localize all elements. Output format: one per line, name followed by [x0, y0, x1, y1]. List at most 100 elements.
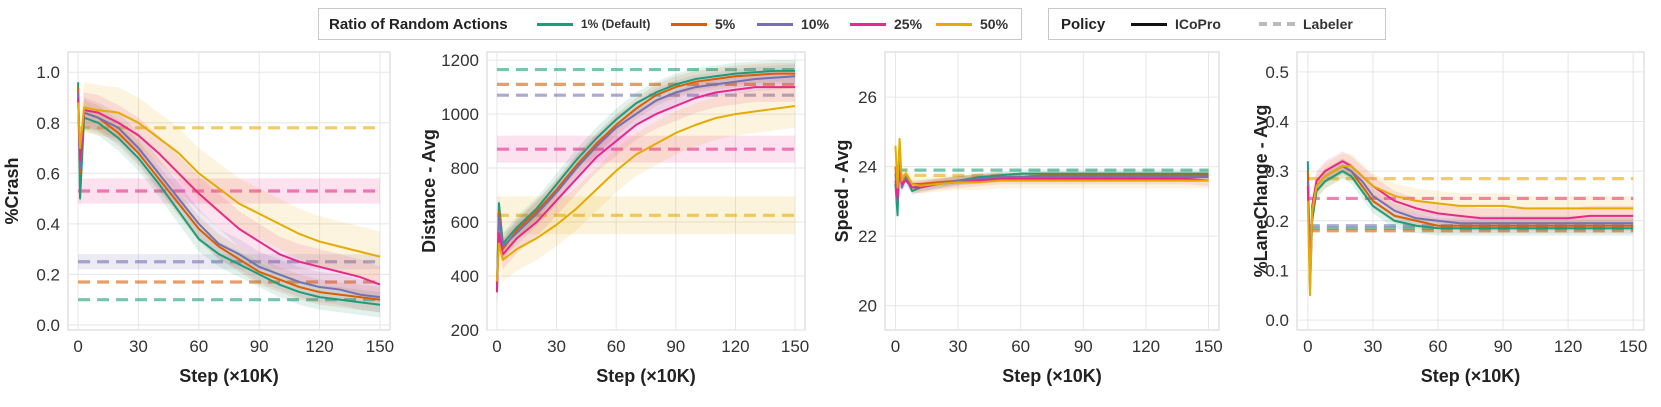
chart2-ytick-label-0: 20 — [858, 297, 877, 316]
chart3-series-band-50 — [1307, 153, 1634, 308]
chart-lanechange: 0 30 60 90 120 150 0.0 0.1 0.2 0.3 0.4 0.5 Step (×10… — [1251, 51, 1647, 386]
chart3-ytick-label-5: 0.5 — [1265, 63, 1289, 82]
chart-distance: 0 30 60 90 120 150 200 400 600 800 1000 1200 Step (×… — [419, 51, 809, 386]
chart0-series-line-25 — [77, 97, 381, 286]
chart0-series-line-10 — [77, 92, 381, 299]
chart2-series-band-25 — [895, 161, 1209, 204]
chart0-ylabel: %Crash — [2, 157, 22, 224]
chart3-marks — [1306, 151, 1634, 308]
chart1-xtick-label-2: 60 — [607, 337, 626, 356]
chart1-xtick-label-4: 120 — [721, 337, 749, 356]
chart0-xtick-label-4: 120 — [305, 337, 333, 356]
chart0-series-band-25 — [78, 79, 380, 303]
chart1-xtick-label-0: 0 — [492, 337, 501, 356]
legend-entry-50pct: 50% — [936, 9, 1008, 39]
chart3-ytick-label-4: 0.4 — [1265, 113, 1289, 132]
chart3-xtick-label-4: 120 — [1554, 337, 1582, 356]
chart3-series-band-10 — [1307, 158, 1634, 278]
chart3-ytick-label-0: 0.0 — [1265, 311, 1289, 330]
chart3-ytick-label-2: 0.2 — [1265, 212, 1289, 231]
chart1-ylabel: Distance - Avg — [419, 129, 439, 253]
chart0-series-line-50 — [77, 102, 381, 258]
chart1-xtick-label-3: 90 — [666, 337, 685, 356]
chart0-xlabel: Step (×10K) — [179, 366, 279, 386]
legend-entry-icopro: ICoPro — [1131, 9, 1221, 39]
legend-label-10pct: 10% — [801, 16, 830, 32]
chart0-xtick-label-0: 0 — [73, 337, 82, 356]
chart2-ytick-label-3: 26 — [858, 88, 877, 107]
chart3-xtick-label-0: 0 — [1303, 337, 1312, 356]
chart2-xtick-label-2: 60 — [1011, 337, 1030, 356]
chart1-ytick-label-2: 600 — [451, 213, 479, 232]
legend-swatch-25pct — [850, 22, 886, 26]
chart0-xtick-label-5: 150 — [366, 337, 394, 356]
chart0-xtick-label-3: 90 — [250, 337, 269, 356]
legend-swatch-labeler — [1259, 22, 1295, 26]
chart2-ytick-label-2: 24 — [858, 158, 877, 177]
chart2-series-line-25 — [894, 165, 1209, 199]
chart2-xtick-label-3: 90 — [1074, 337, 1093, 356]
chart1-ytick-label-5: 1200 — [441, 51, 479, 70]
legend-swatch-50pct — [936, 22, 972, 26]
chart3-xtick-label-3: 90 — [1494, 337, 1513, 356]
chart3-xtick-label-2: 60 — [1429, 337, 1448, 356]
legend-entry-labeler: Labeler — [1259, 9, 1353, 39]
chart3-xlabel: Step (×10K) — [1421, 366, 1521, 386]
chart1-series-line-50 — [495, 104, 796, 282]
chart0-ytick-label-0: 0.0 — [36, 316, 60, 335]
legend-swatch-1pct — [537, 22, 573, 26]
chart3-series-line-25 — [1306, 160, 1634, 287]
chart1-ytick-label-0: 200 — [451, 321, 479, 340]
chart0-ytick-label-3: 0.6 — [36, 164, 60, 183]
chart2-series-line-50 — [894, 137, 1209, 189]
chart0-xtick-label-2: 60 — [189, 337, 208, 356]
chart2-xtick-label-1: 30 — [949, 337, 968, 356]
chart1-marks — [495, 60, 796, 308]
chart0-ytick-label-2: 0.4 — [36, 215, 60, 234]
chart0-series-line-1-default — [77, 82, 381, 306]
chart1-series-band-50 — [496, 84, 796, 304]
chart1-series-line-25 — [495, 86, 796, 293]
chart2-xlabel: Step (×10K) — [1002, 366, 1102, 386]
legend-policy-title: Policy — [1061, 16, 1106, 33]
chart1-xtick-label-5: 150 — [781, 337, 809, 356]
chart1-series-line-10 — [495, 75, 796, 287]
chart-speed: 0 30 60 90 120 150 20 22 24 26 Step (×10K) Speed - … — [832, 51, 1223, 386]
chart1-series-line-5 — [495, 72, 796, 293]
chart3-ylabel: %LaneChange - Avg — [1251, 105, 1271, 278]
chart2-xtick-label-5: 150 — [1194, 337, 1222, 356]
legend-label-labeler: Labeler — [1303, 16, 1353, 32]
chart2-xtick-label-4: 120 — [1132, 337, 1160, 356]
chart2-ylabel: Speed - Avg — [832, 140, 852, 243]
chart1-ytick-label-4: 1000 — [441, 105, 479, 124]
chart3-xtick-label-1: 30 — [1363, 337, 1382, 356]
chart0-xtick-label-1: 30 — [129, 337, 148, 356]
chart0-labeler-band-10 — [78, 254, 380, 270]
chart3-series-line-1-default — [1306, 161, 1634, 292]
chart0-ytick-label-4: 0.8 — [36, 114, 60, 133]
chart1-xlabel: Step (×10K) — [596, 366, 696, 386]
legend-label-icopro: ICoPro — [1175, 16, 1221, 32]
chart0-series-band-5 — [78, 74, 380, 313]
chart3-xtick-label-5: 150 — [1619, 337, 1647, 356]
chart0-series-band-10 — [78, 77, 380, 313]
legend-swatch-5pct — [671, 22, 707, 26]
legend-entry-1pct: 1% (Default) — [537, 9, 650, 39]
legend-entry-5pct: 5% — [671, 9, 735, 39]
chart1-xtick-label-1: 30 — [547, 337, 566, 356]
chart1-ytick-label-1: 400 — [451, 267, 479, 286]
chart2-xtick-label-0: 0 — [891, 337, 900, 356]
legend-policy: Policy ICoPro Labeler — [1048, 8, 1386, 40]
chart1-series-line-1-default — [495, 69, 796, 290]
chart3-ytick-label-3: 0.3 — [1265, 162, 1289, 181]
legend-label-1pct: 1% (Default) — [581, 17, 651, 31]
chart0-ytick-label-5: 1.0 — [36, 63, 60, 82]
chart-crash: 0 30 60 90 120 150 0.0 0.2 0.4 0.6 0.8 1.0 Step (×10… — [2, 51, 394, 386]
chart2-plot-area — [884, 51, 1220, 331]
legend-label-5pct: 5% — [715, 16, 736, 32]
legend-entry-10pct: 10% — [757, 9, 829, 39]
chart0-marks — [77, 69, 381, 318]
chart3-ytick-label-1: 0.1 — [1265, 261, 1289, 280]
legend-entry-25pct: 25% — [850, 9, 922, 39]
legend-label-25pct: 25% — [894, 16, 923, 32]
